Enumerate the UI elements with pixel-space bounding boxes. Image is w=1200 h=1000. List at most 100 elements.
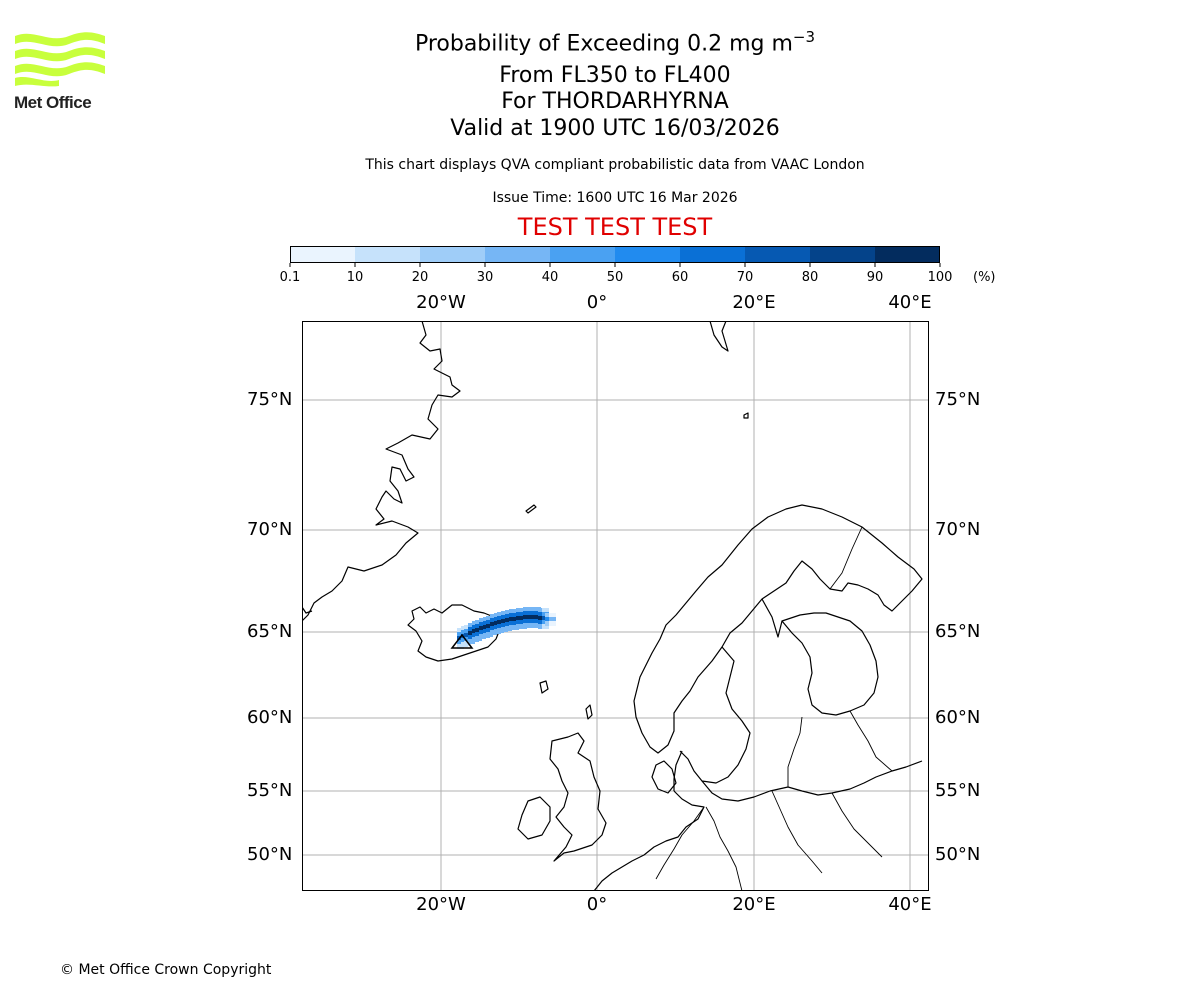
plume-cell	[505, 610, 512, 615]
colorbar-swatch	[615, 246, 680, 263]
plume-cell	[501, 619, 508, 624]
plume-cell	[534, 619, 541, 624]
plume-cell	[542, 624, 549, 629]
plume-cell	[468, 627, 475, 632]
latitude-label-left: 50°N	[247, 844, 293, 865]
latitude-label-left: 75°N	[247, 389, 293, 410]
longitude-label-bottom: 20°W	[416, 894, 466, 915]
colorbar-tick-label: 90	[866, 270, 884, 285]
sweden-coast	[679, 646, 751, 784]
plume-cell	[490, 622, 497, 627]
plume-cell	[534, 611, 541, 616]
plume-cell	[479, 626, 486, 631]
plume-cell	[549, 613, 556, 618]
plume-cell	[490, 630, 497, 635]
iceland-coast	[407, 604, 501, 662]
baltic-coast	[701, 760, 923, 802]
plume-cell	[512, 609, 519, 614]
plume-cell	[545, 613, 552, 618]
plume-cell	[527, 615, 534, 620]
plume-cell	[475, 636, 482, 641]
greenland-coast	[302, 321, 461, 622]
met-office-logo: Met Office	[14, 30, 114, 115]
latitude-label-right: 70°N	[935, 519, 981, 540]
colorbar-swatch	[745, 246, 810, 263]
colorbar-swatch	[875, 246, 940, 263]
plume-cell	[516, 608, 523, 613]
plume-cell	[516, 620, 523, 625]
plume-cell	[538, 608, 545, 613]
plume-cell	[486, 620, 493, 625]
ash-plume	[457, 607, 556, 649]
plume-cell	[464, 625, 471, 630]
plume-cell	[464, 633, 471, 638]
plume-cell	[523, 623, 530, 628]
longitude-label-top: 20°W	[416, 292, 466, 313]
longitude-label-top: 0°	[586, 292, 608, 313]
country-borders	[655, 526, 893, 891]
colorbar-tick-label: 10	[346, 270, 364, 285]
colorbar-swatch	[355, 246, 420, 263]
plume-cell	[479, 634, 486, 639]
plume-cell	[538, 612, 545, 617]
plume-cell	[501, 611, 508, 616]
plume-cell	[468, 635, 475, 640]
colorbar-frame	[290, 246, 940, 263]
longitude-label-bottom: 40°E	[888, 894, 932, 915]
plume-cell	[527, 607, 534, 612]
plume-cell	[464, 629, 471, 634]
colorbar	[289, 246, 941, 267]
latitude-label-right: 65°N	[935, 621, 981, 642]
plume-cell	[516, 612, 523, 617]
faroe-islands	[539, 680, 549, 694]
plume-cell	[512, 621, 519, 626]
colorbar-swatch	[290, 246, 355, 263]
colorbar-tick-label: 80	[801, 270, 819, 285]
valid-time: Valid at 1900 UTC 16/03/2026	[450, 116, 780, 141]
colorbar-tick-label: 50	[606, 270, 624, 285]
plume-cell	[549, 617, 556, 622]
plume-cell	[479, 630, 486, 635]
plume-cell	[468, 623, 475, 628]
colorbar-swatch	[810, 246, 875, 263]
latitude-label-right: 75°N	[935, 389, 981, 410]
longitude-label-top: 20°E	[732, 292, 776, 313]
plume-cell	[490, 626, 497, 631]
colorbar-swatch	[485, 246, 550, 263]
plume-cell	[497, 616, 504, 621]
plume-cell	[534, 615, 541, 620]
plume-cell	[527, 623, 534, 628]
colorbar-tick-label: 60	[671, 270, 689, 285]
plume-cell	[468, 631, 475, 636]
colorbar-tick-label: 30	[476, 270, 494, 285]
plume-cell	[505, 618, 512, 623]
volcano-name: For THORDARHYRNA	[501, 89, 729, 114]
plume-cell	[457, 636, 464, 641]
plume-cell	[501, 627, 508, 632]
plume-cell	[475, 628, 482, 633]
plume-cell	[516, 616, 523, 621]
plume-cell	[464, 641, 471, 646]
plume-cell	[527, 611, 534, 616]
chart-title-text: Probability of Exceeding 0.2 mg m	[414, 31, 793, 57]
plume-cell	[490, 618, 497, 623]
norway-coast	[633, 504, 923, 754]
plume-cell	[545, 617, 552, 622]
colorbar-unit: (%)	[973, 270, 996, 285]
plume-cell	[549, 621, 556, 626]
plume-cell	[538, 624, 545, 629]
map[interactable]	[302, 321, 929, 891]
chart-title: Probability of Exceeding 0.2 mg m−3	[0, 28, 1200, 56]
plume-cell	[505, 626, 512, 631]
plume-cell	[512, 617, 519, 622]
plume-cell	[534, 623, 541, 628]
finland-coast	[781, 612, 879, 716]
colorbar-tick-label: 20	[411, 270, 429, 285]
great-britain-coast	[549, 732, 607, 862]
plume-cell	[468, 639, 475, 644]
denmark-coast	[651, 760, 677, 794]
flight-levels: From FL350 to FL400	[499, 63, 731, 88]
plume-cell	[538, 620, 545, 625]
latitude-label-right: 50°N	[935, 844, 981, 865]
plume-cell	[523, 619, 530, 624]
